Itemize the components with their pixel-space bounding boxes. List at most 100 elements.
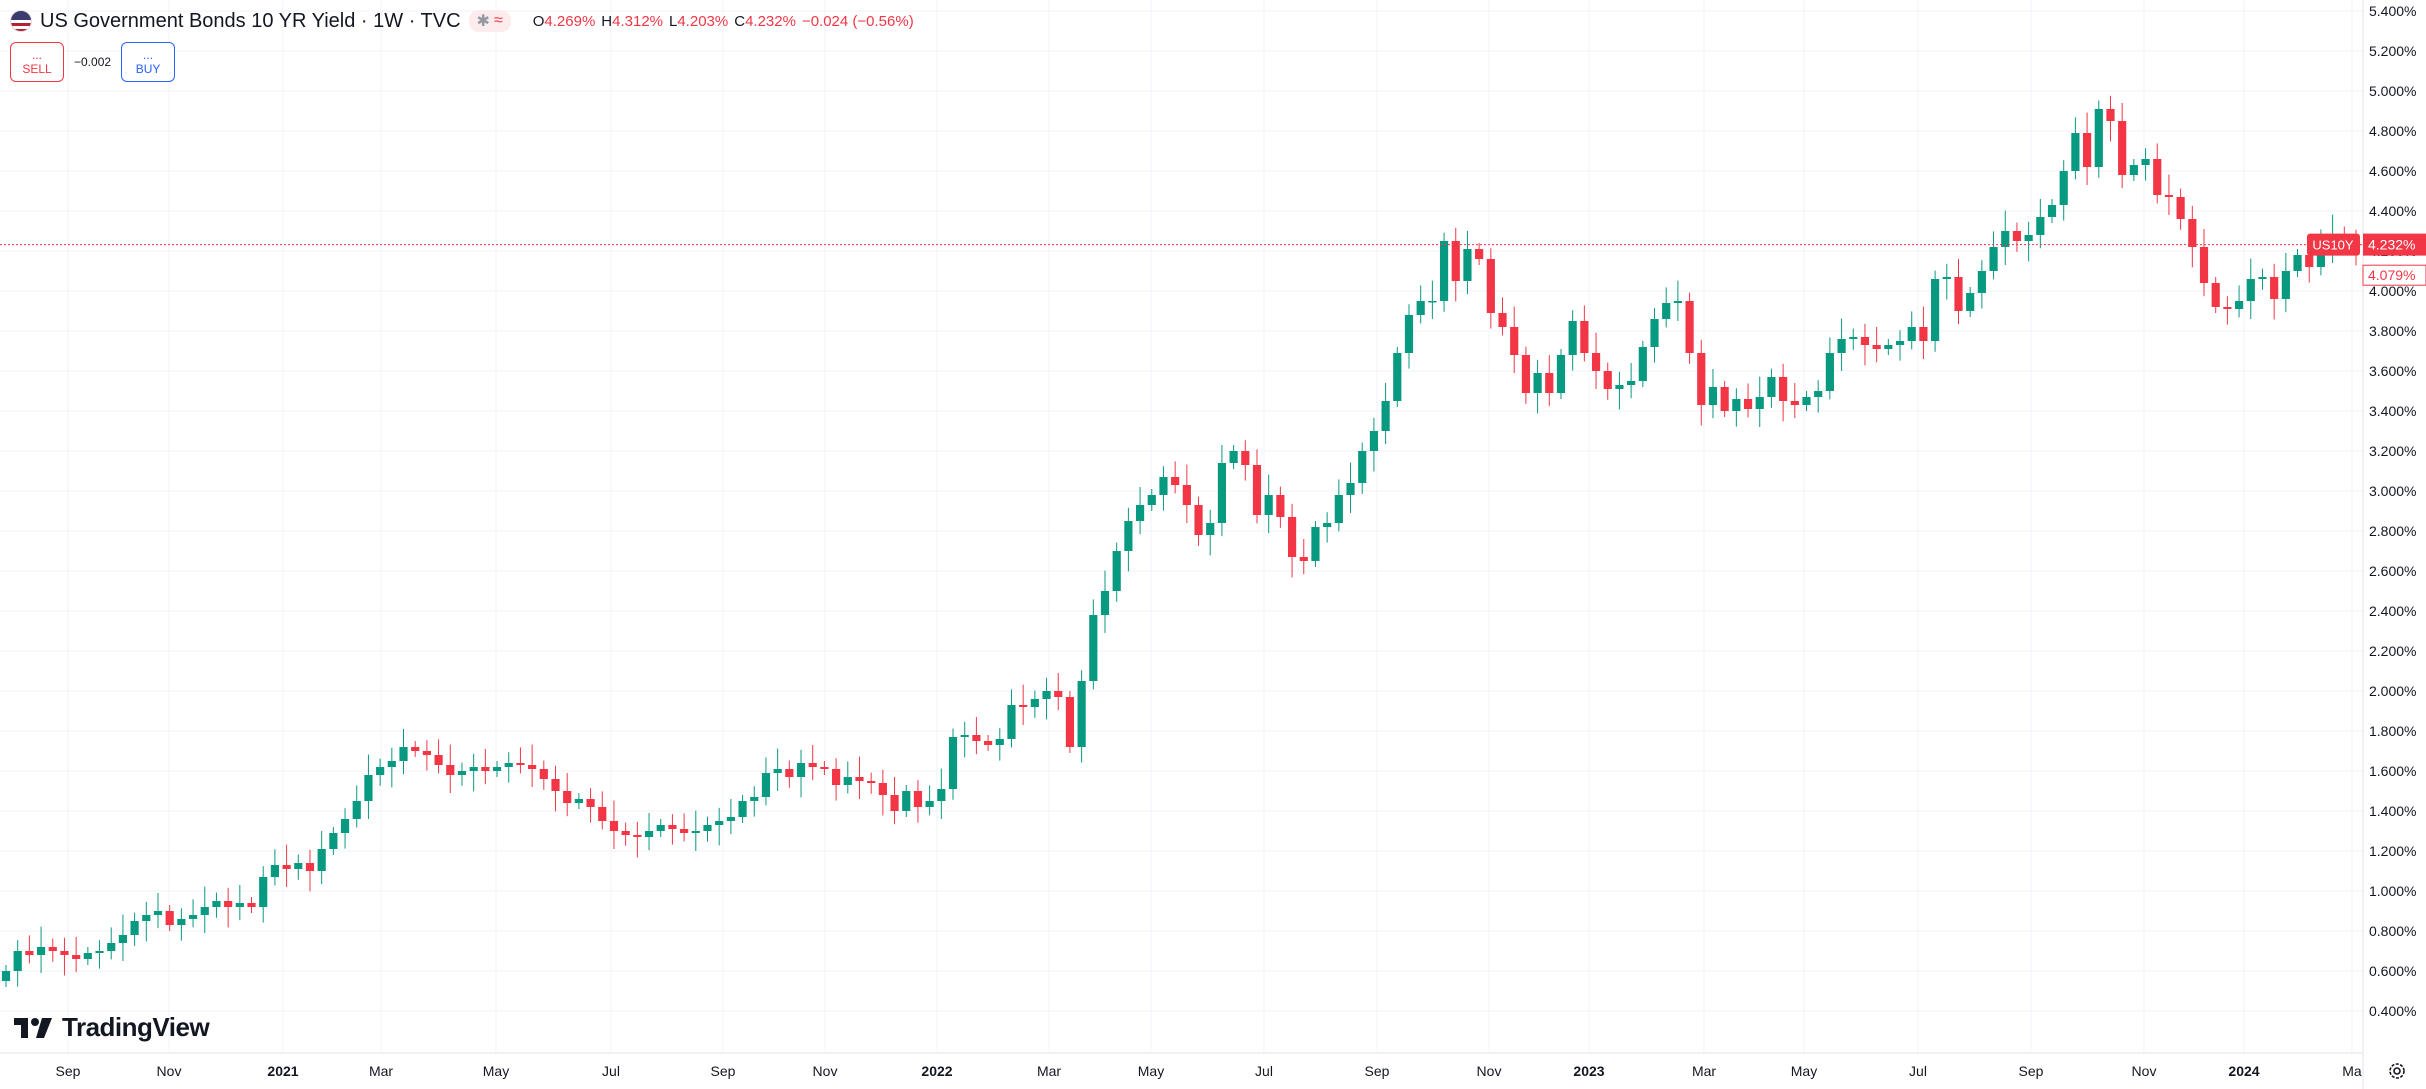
candle-body[interactable] <box>282 865 291 869</box>
candle-body[interactable] <box>1299 557 1308 561</box>
candle-body[interactable] <box>715 821 724 825</box>
candle-body[interactable] <box>808 763 817 767</box>
candle-body[interactable] <box>773 769 782 773</box>
candle-body[interactable] <box>2270 277 2279 299</box>
candle-body[interactable] <box>609 821 619 831</box>
candle-body[interactable] <box>563 791 572 803</box>
candle-body[interactable] <box>2188 219 2197 247</box>
candle-body[interactable] <box>668 825 677 829</box>
candle-body[interactable] <box>224 901 233 907</box>
candle-body[interactable] <box>259 877 268 907</box>
candle-body[interactable] <box>1919 327 1928 341</box>
candle-body[interactable] <box>469 767 478 771</box>
candle-body[interactable] <box>1802 397 1811 405</box>
candle-body[interactable] <box>60 951 69 955</box>
candle-body[interactable] <box>1977 271 1986 293</box>
candle-body[interactable] <box>247 903 256 907</box>
candle-body[interactable] <box>2071 133 2080 171</box>
candle-body[interactable] <box>539 769 548 779</box>
candle-body[interactable] <box>130 921 139 935</box>
candle-body[interactable] <box>1089 615 1098 681</box>
candle-body[interactable] <box>1907 327 1916 341</box>
candle-body[interactable] <box>1030 699 1039 707</box>
candle-body[interactable] <box>1872 345 1881 349</box>
candle-body[interactable] <box>586 799 595 807</box>
candle-body[interactable] <box>937 789 946 801</box>
candle-body[interactable] <box>644 831 654 837</box>
candle-body[interactable] <box>107 943 116 951</box>
candle-body[interactable] <box>528 765 537 769</box>
candle-body[interactable] <box>434 755 443 765</box>
candle-body[interactable] <box>1556 355 1566 393</box>
candle-body[interactable] <box>1954 277 1963 311</box>
candle-body[interactable] <box>516 763 525 765</box>
candle-body[interactable] <box>399 747 408 761</box>
candle-body[interactable] <box>1334 495 1343 523</box>
candle-body[interactable] <box>1135 505 1145 521</box>
candle-body[interactable] <box>1790 401 1799 405</box>
candle-body[interactable] <box>598 807 607 821</box>
candle-body[interactable] <box>2199 247 2209 283</box>
candle-body[interactable] <box>212 901 221 907</box>
candle-body[interactable] <box>2118 121 2127 175</box>
candle-body[interactable] <box>1112 551 1121 591</box>
candle-body[interactable] <box>1966 293 1975 311</box>
candle-body[interactable] <box>1533 373 1542 393</box>
candle-body[interactable] <box>2164 195 2174 197</box>
candle-body[interactable] <box>1767 377 1776 397</box>
candle-body[interactable] <box>2036 217 2045 235</box>
candle-body[interactable] <box>913 791 923 807</box>
settings-gear-icon[interactable] <box>2386 1060 2408 1082</box>
candle-body[interactable] <box>329 833 338 849</box>
candle-body[interactable] <box>387 761 396 767</box>
candles-series[interactable] <box>1 95 2361 987</box>
candle-body[interactable] <box>1171 477 1180 485</box>
candle-body[interactable] <box>1264 495 1273 515</box>
candle-body[interactable] <box>235 903 244 907</box>
candle-body[interactable] <box>1475 249 1484 259</box>
candle-body[interactable] <box>1 971 11 981</box>
candle-body[interactable] <box>1252 465 1262 515</box>
candle-body[interactable] <box>83 953 92 959</box>
candle-body[interactable] <box>2258 277 2267 279</box>
candle-body[interactable] <box>177 919 186 925</box>
candle-body[interactable] <box>165 911 174 925</box>
candle-body[interactable] <box>633 835 642 837</box>
candle-body[interactable] <box>1989 247 1998 271</box>
candle-body[interactable] <box>1779 377 1788 401</box>
candle-body[interactable] <box>2059 171 2068 205</box>
market-status-pill[interactable]: ✱ ≈ <box>468 10 511 32</box>
candle-body[interactable] <box>72 955 81 959</box>
candle-body[interactable] <box>1662 303 1671 319</box>
candle-body[interactable] <box>1194 505 1203 535</box>
candle-body[interactable] <box>574 799 583 803</box>
candle-body[interactable] <box>48 947 57 951</box>
candle-body[interactable] <box>1755 397 1764 409</box>
candle-body[interactable] <box>2129 165 2138 175</box>
candle-body[interactable] <box>2094 109 2103 167</box>
candle-body[interactable] <box>1708 387 1718 405</box>
buy-button[interactable]: ... BUY <box>121 42 176 82</box>
candle-body[interactable] <box>2211 283 2220 307</box>
candle-body[interactable] <box>960 735 969 737</box>
candle-body[interactable] <box>1603 371 1612 389</box>
candle-body[interactable] <box>2281 271 2290 299</box>
candle-body[interactable] <box>340 819 350 833</box>
candle-body[interactable] <box>1627 381 1636 385</box>
candle-body[interactable] <box>1697 353 1706 405</box>
candle-body[interactable] <box>1346 483 1355 495</box>
candle-body[interactable] <box>1404 315 1414 353</box>
candle-body[interactable] <box>1849 337 1858 339</box>
candle-body[interactable] <box>983 741 993 745</box>
candle-body[interactable] <box>902 791 911 811</box>
candle-body[interactable] <box>1498 313 1507 327</box>
candle-body[interactable] <box>2153 159 2162 195</box>
candle-body[interactable] <box>1743 399 1753 409</box>
candle-body[interactable] <box>1568 321 1577 355</box>
candle-body[interactable] <box>153 911 163 915</box>
candle-body[interactable] <box>656 825 665 831</box>
candle-body[interactable] <box>118 935 128 943</box>
candle-body[interactable] <box>2223 307 2232 309</box>
candle-body[interactable] <box>2106 109 2115 121</box>
candle-body[interactable] <box>726 817 735 821</box>
